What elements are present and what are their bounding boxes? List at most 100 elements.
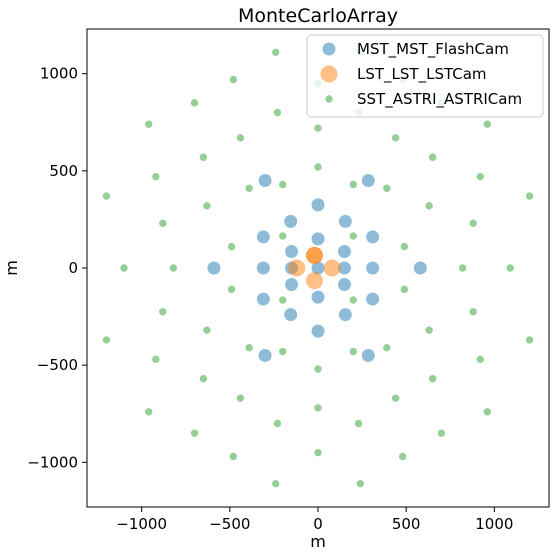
x-tick-label: 500 xyxy=(392,515,421,533)
data-point xyxy=(525,192,534,200)
data-point xyxy=(305,272,323,290)
data-point xyxy=(203,326,211,334)
data-point xyxy=(102,192,111,200)
data-point xyxy=(258,174,272,188)
series-1 xyxy=(288,246,341,290)
data-point xyxy=(288,259,306,277)
data-point xyxy=(337,261,351,275)
data-point xyxy=(383,343,391,352)
data-point xyxy=(190,99,199,107)
data-point xyxy=(425,326,433,334)
data-point xyxy=(279,232,287,240)
data-point xyxy=(311,261,325,275)
data-point xyxy=(391,134,400,142)
x-tick-label: −500 xyxy=(209,515,250,533)
data-point xyxy=(311,198,325,212)
data-point xyxy=(284,214,298,228)
data-point xyxy=(120,264,128,272)
data-point xyxy=(145,120,153,128)
data-point xyxy=(236,394,245,402)
data-point xyxy=(199,153,208,161)
data-point xyxy=(476,172,484,181)
data-point xyxy=(323,259,341,277)
data-point xyxy=(425,202,433,210)
data-point xyxy=(271,48,280,57)
y-axis: −1000 −500 0 500 1000 xyxy=(27,65,87,471)
data-point xyxy=(400,285,409,294)
x-axis: −1000 −500 0 500 1000 xyxy=(116,507,513,533)
data-point xyxy=(273,419,282,428)
series-0 xyxy=(207,174,427,362)
data-point xyxy=(284,308,298,322)
data-point xyxy=(366,230,380,244)
data-point xyxy=(314,404,322,412)
data-point xyxy=(279,180,287,189)
data-point xyxy=(337,278,351,292)
data-point xyxy=(207,261,221,275)
y-tick-label: 1000 xyxy=(40,65,78,83)
data-point xyxy=(258,348,272,362)
data-point xyxy=(236,134,245,142)
plot-marks xyxy=(102,48,534,488)
data-point xyxy=(311,324,325,338)
data-point xyxy=(305,246,323,264)
data-point xyxy=(229,75,238,84)
data-point xyxy=(338,214,352,228)
data-point xyxy=(227,285,236,294)
data-point xyxy=(102,336,111,344)
data-point xyxy=(349,296,357,304)
data-point xyxy=(273,108,282,117)
legend-marker xyxy=(320,65,338,83)
chart-title: MonteCarloArray xyxy=(238,5,398,27)
data-point xyxy=(152,355,160,364)
x-tick-label: 0 xyxy=(313,515,323,533)
data-point xyxy=(437,429,446,437)
y-tick-label: −1000 xyxy=(27,453,78,471)
data-point xyxy=(398,452,407,461)
data-point xyxy=(159,219,167,228)
data-point xyxy=(349,347,357,356)
data-point xyxy=(400,242,409,251)
data-point xyxy=(354,419,363,428)
data-point xyxy=(159,308,167,316)
data-point xyxy=(337,244,351,258)
legend-label: LST_LST_LSTCam xyxy=(357,65,487,84)
y-tick-label: 0 xyxy=(68,259,78,277)
data-point xyxy=(476,355,484,364)
data-point xyxy=(199,375,208,383)
legend-marker xyxy=(325,95,333,103)
data-point xyxy=(256,292,270,306)
data-point xyxy=(366,261,380,275)
data-point xyxy=(428,153,437,161)
data-point xyxy=(311,232,325,246)
data-point xyxy=(314,124,322,132)
y-tick-label: 500 xyxy=(49,162,78,180)
data-point xyxy=(279,347,287,356)
data-point xyxy=(279,296,287,304)
data-point xyxy=(314,365,322,373)
data-point xyxy=(483,120,491,128)
data-point xyxy=(506,264,514,272)
data-point xyxy=(256,261,270,275)
data-point xyxy=(314,448,322,457)
x-axis-title: m xyxy=(310,532,326,551)
data-point xyxy=(145,408,153,416)
data-point xyxy=(285,244,299,258)
data-point xyxy=(428,375,437,383)
data-point xyxy=(169,264,178,272)
data-point xyxy=(245,184,253,193)
data-point xyxy=(152,172,160,181)
data-point xyxy=(361,174,375,188)
legend-box xyxy=(306,34,544,118)
data-point xyxy=(356,479,365,488)
data-point xyxy=(256,230,270,244)
legend-label: MST_MST_FlashCam xyxy=(357,40,509,59)
data-point xyxy=(285,278,299,292)
data-point xyxy=(229,452,238,461)
data-point xyxy=(366,292,380,306)
legend-marker xyxy=(322,42,336,56)
data-point xyxy=(349,180,357,189)
legend: MST_MST_FlashCam LST_LST_LSTCam SST_ASTRI_… xyxy=(306,34,544,118)
x-tick-label: 1000 xyxy=(475,515,513,533)
